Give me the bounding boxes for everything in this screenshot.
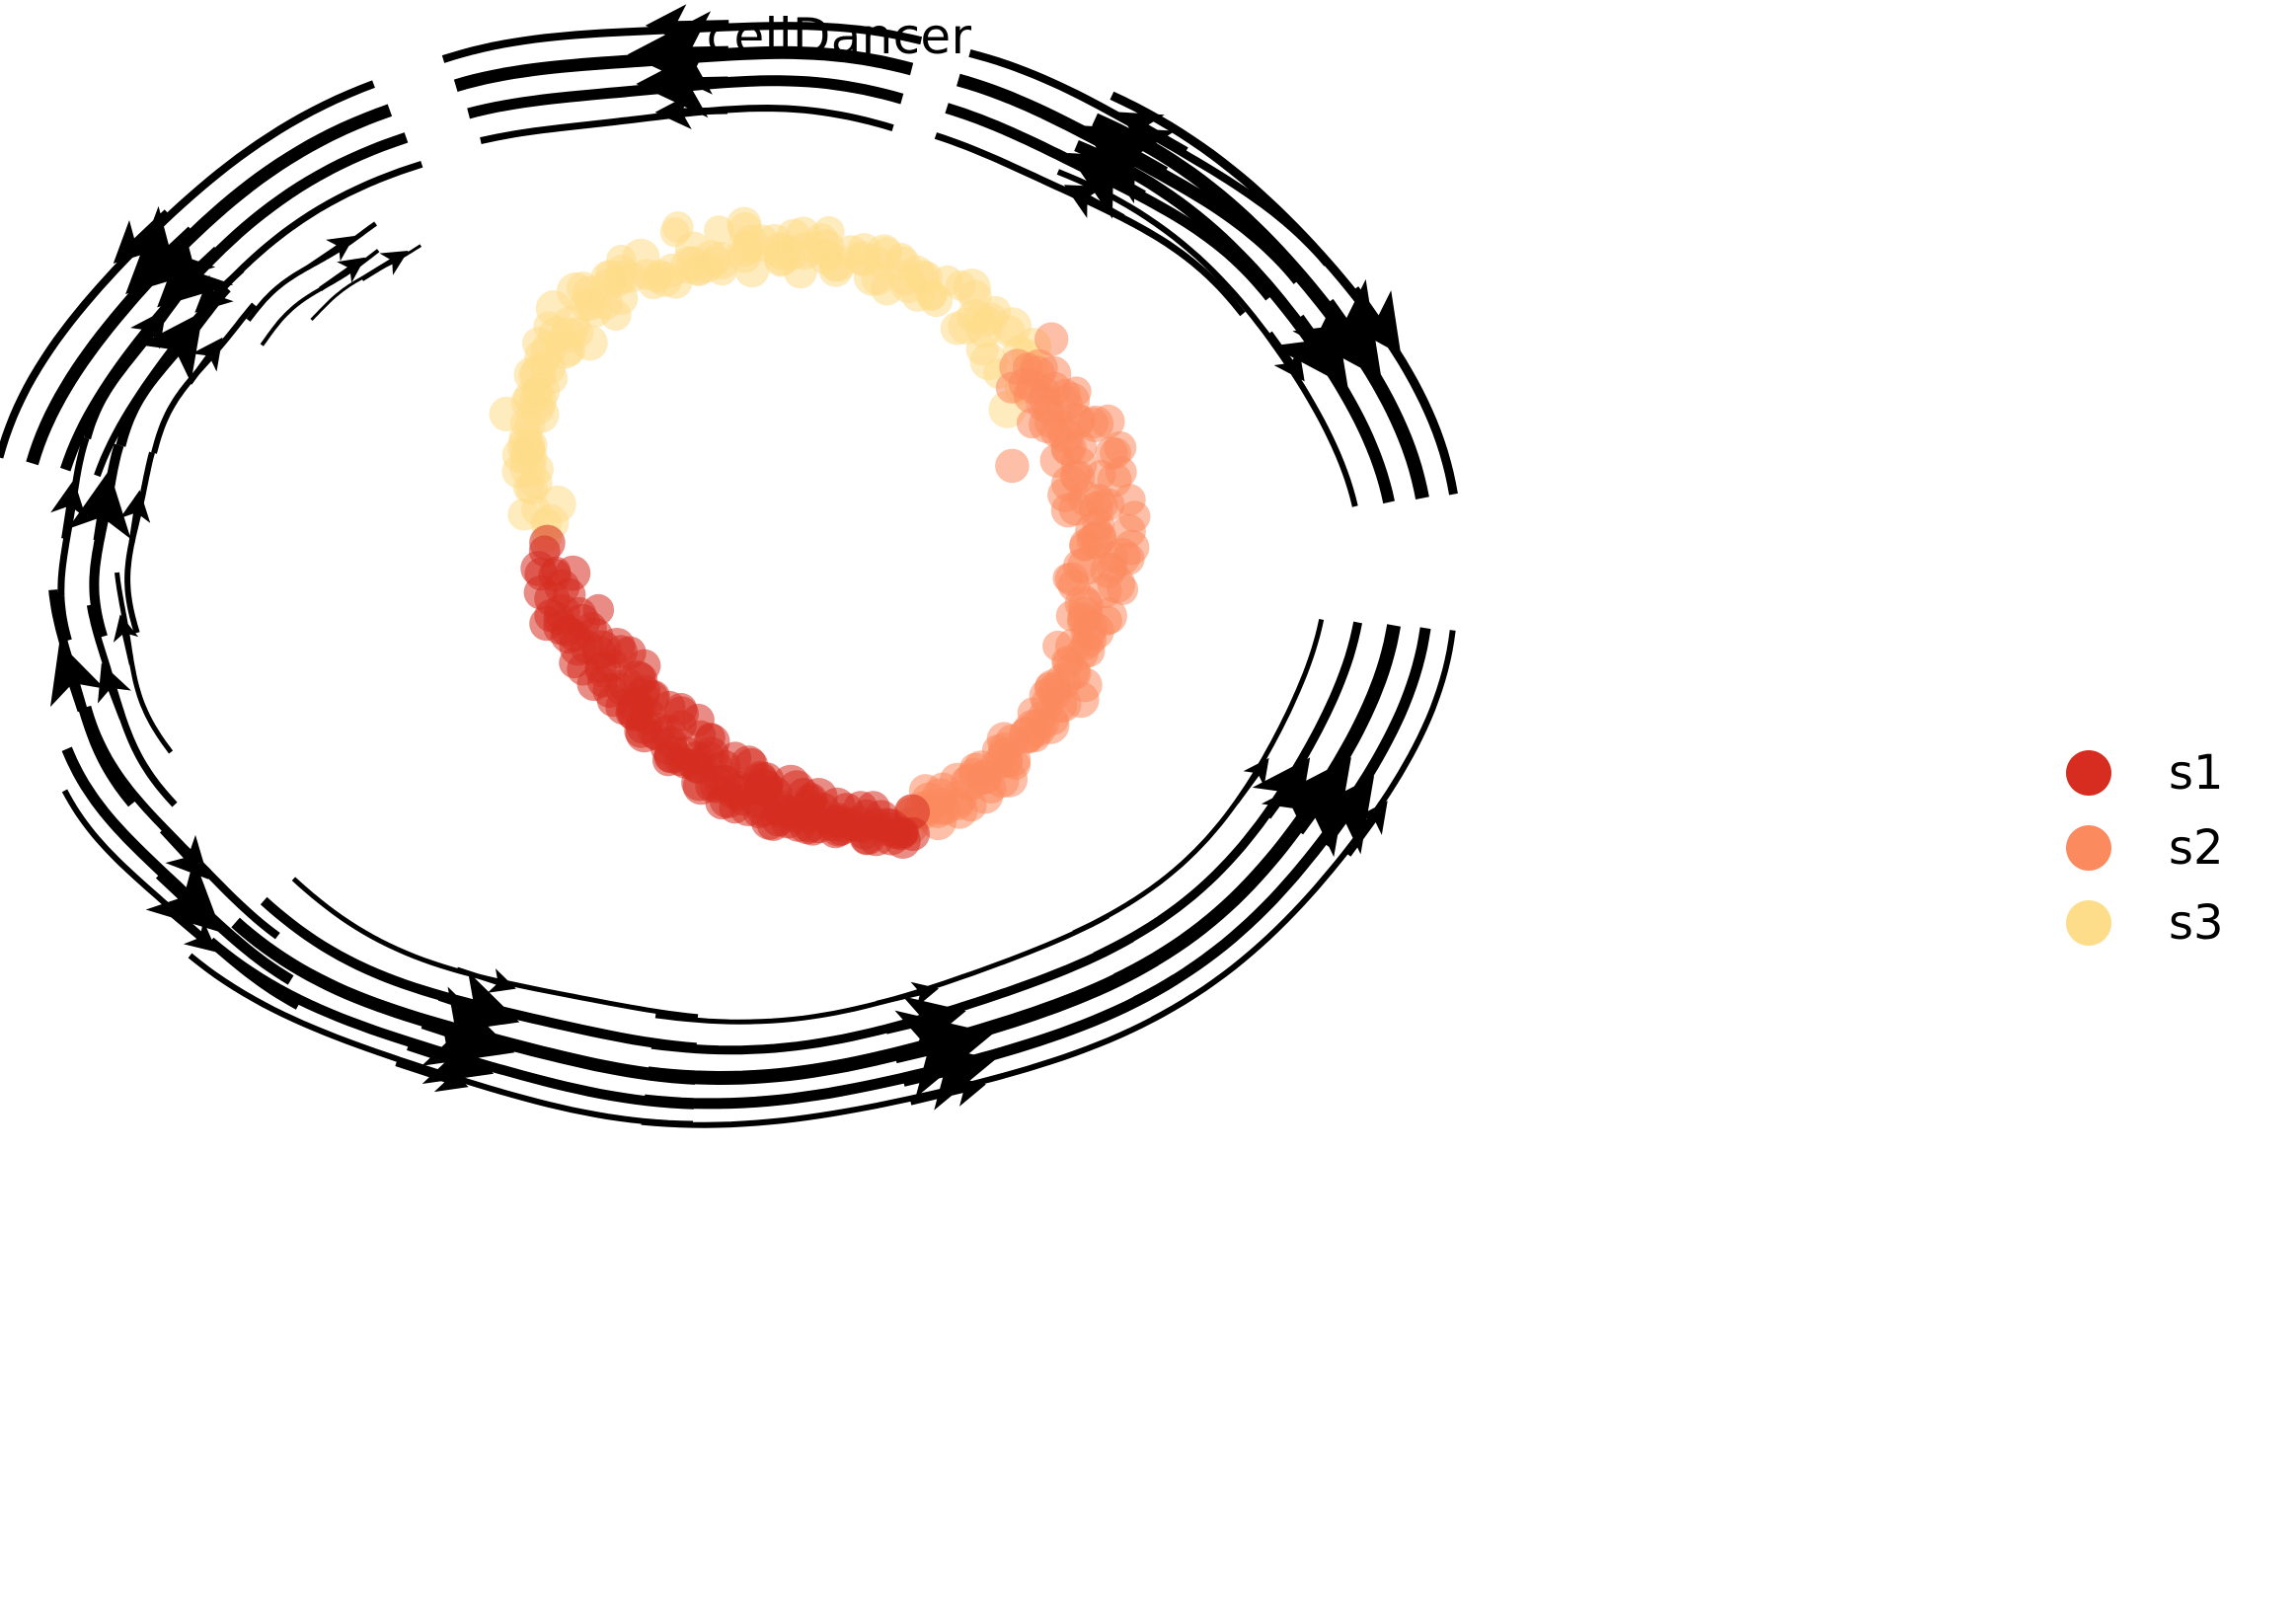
scatter-point [512, 472, 545, 503]
scatter-point [727, 211, 762, 247]
legend-item-s2[interactable]: s2 [2066, 810, 2283, 885]
velocity-arrowhead [884, 996, 966, 1053]
velocity-streamline [84, 269, 203, 440]
scatter-point [1111, 513, 1146, 549]
velocity-arrowhead [636, 46, 728, 118]
velocity-arrowhead [49, 642, 106, 713]
scatter-point [1095, 436, 1128, 470]
velocity-arrowhead [125, 205, 216, 294]
velocity-arrowhead [876, 981, 940, 1008]
velocity-arrowhead [187, 337, 223, 385]
legend-label-s1: s1 [2169, 745, 2224, 801]
scatter-point [887, 816, 920, 849]
legend-item-s3[interactable]: s3 [2066, 885, 2283, 960]
velocity-streamline [188, 953, 694, 1127]
scatter-point [704, 215, 734, 246]
legend-item-s1[interactable]: s1 [2066, 735, 2283, 810]
velocity-arrowhead [1117, 112, 1188, 155]
legend-swatch-s3 [2066, 900, 2111, 946]
velocity-arrowhead [113, 209, 171, 264]
velocity-arrowhead [119, 490, 151, 543]
scatter-point [795, 801, 827, 833]
velocity-arrowhead [1343, 286, 1402, 355]
velocity-arrowhead [125, 309, 167, 363]
scatter-points-layer [489, 206, 1151, 860]
velocity-streamline [1056, 169, 1358, 507]
velocity-arrowhead [421, 986, 515, 1066]
velocity-arrowhead [138, 311, 203, 383]
scatter-point [823, 803, 855, 835]
scatter-point [1034, 322, 1069, 356]
velocity-streamline [641, 993, 1195, 1128]
point-group-s3 [489, 206, 1052, 553]
velocity-streamline [246, 221, 378, 322]
velocity-arrowhead [113, 614, 139, 665]
velocity-streamlines-layer [0, 4, 1458, 1128]
scatter-point [1090, 552, 1126, 588]
scatter-point [995, 448, 1030, 484]
velocity-arrowhead [97, 662, 131, 720]
legend-label-s2: s2 [2169, 820, 2224, 876]
scatter-point [622, 238, 660, 277]
velocity-arrowhead [1234, 757, 1269, 804]
scatter-point [1008, 367, 1040, 400]
velocity-arrowhead [645, 4, 729, 45]
velocity-arrowhead [67, 470, 131, 542]
scatter-point [594, 260, 625, 290]
velocity-arrowhead [157, 232, 234, 308]
scatter-point [1067, 596, 1104, 632]
scatter-point [538, 485, 576, 523]
scatter-point [786, 216, 820, 250]
velocity-arrowhead [305, 235, 355, 270]
velocity-streamline [124, 451, 155, 634]
velocity-streamline [61, 789, 299, 1010]
scatter-point [834, 235, 869, 269]
scatter-point [512, 435, 545, 469]
velocity-arrowhead [1252, 757, 1311, 822]
legend-swatch-s1 [2066, 750, 2111, 796]
legend-swatch-s2 [2066, 825, 2111, 871]
velocity-arrowhead [159, 826, 209, 880]
scatter-point [521, 377, 552, 409]
velocity-arrowhead [407, 1023, 495, 1084]
velocity-streamline [151, 302, 257, 454]
velocity-streamline [260, 249, 380, 346]
velocity-streamline [1110, 91, 1458, 496]
velocity-arrowhead [901, 1041, 996, 1111]
scatter-point [866, 234, 902, 270]
legend-label-s3: s3 [2169, 895, 2224, 951]
velocity-arrowhead [1345, 801, 1388, 857]
velocity-arrowhead [456, 966, 516, 993]
point-group-s1 [520, 524, 931, 860]
velocity-arrowhead [909, 1076, 986, 1107]
velocity-arrowhead [1266, 331, 1305, 382]
velocity-streamline [1151, 630, 1456, 1023]
scatter-point [572, 325, 608, 361]
velocity-arrowhead [1303, 776, 1375, 855]
scatter-point [905, 260, 940, 294]
velocity-streamline [115, 284, 231, 447]
velocity-arrowhead [145, 858, 222, 933]
velocity-arrowhead [395, 1060, 469, 1093]
velocity-arrowhead [654, 93, 727, 130]
velocity-streamline [1074, 139, 1395, 504]
velocity-arrowhead [50, 479, 87, 540]
scatter-point [1055, 628, 1091, 664]
scatter-point [922, 788, 959, 825]
velocity-arrowhead [627, 11, 729, 95]
velocity-arrowhead [162, 905, 218, 953]
velocity-arrowhead [319, 257, 366, 291]
legend: s1 s2 s3 [2066, 735, 2283, 960]
scatter-point [812, 215, 845, 248]
scatter-point [661, 211, 694, 243]
point-group-s2 [890, 322, 1151, 845]
scatter-point [707, 256, 737, 286]
scatter-point [783, 255, 817, 289]
velocity-arrowhead [360, 250, 409, 281]
